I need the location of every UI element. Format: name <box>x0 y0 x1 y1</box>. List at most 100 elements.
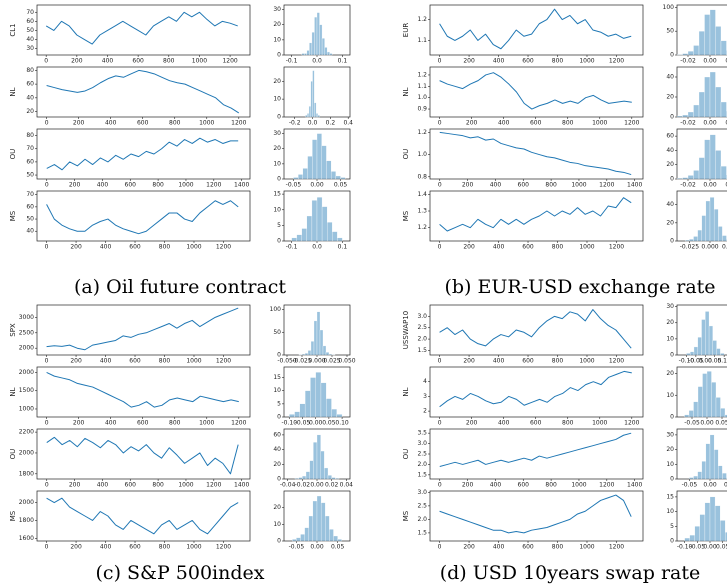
y-tick-label: 0 <box>277 538 281 545</box>
y-axis-label: OU <box>9 149 17 160</box>
x-tick-label: 0 <box>44 58 48 65</box>
x-tick-label: 200 <box>463 544 475 551</box>
histogram-bar <box>709 496 716 542</box>
x-tick-label: 0.02 <box>725 120 727 127</box>
y-tick-label: 20 <box>666 94 674 101</box>
x-tick-label: 0.4 <box>343 120 353 127</box>
y-tick-label: 2500 <box>19 329 34 336</box>
x-tick-label: 0.04 <box>340 482 354 489</box>
y-tick-label: 80 <box>26 132 34 139</box>
x-tick-label: 0.02 <box>325 482 339 489</box>
y-tick-label: 15 <box>273 191 281 198</box>
y-tick-label: 20 <box>666 370 674 377</box>
histogram-bar <box>327 222 333 242</box>
x-tick-label: 0 <box>45 482 49 489</box>
axes-frame <box>429 304 644 356</box>
x-tick-label: 400 <box>493 358 505 365</box>
x-tick-label: 1200 <box>216 544 231 551</box>
y-tick-label: 0 <box>277 176 281 183</box>
histogram-bar <box>316 495 322 542</box>
histogram-bar <box>306 215 313 242</box>
caption: (d) USD 10years swap rate <box>440 562 701 584</box>
histogram-bar <box>308 515 314 542</box>
histogram-bar <box>715 86 722 118</box>
y-tick-label: 30 <box>666 303 674 310</box>
x-tick-label: 0.0 <box>308 120 318 127</box>
x-tick-label: 600 <box>518 182 530 189</box>
y-tick-label: 4 <box>423 378 427 385</box>
y-tick-label: 20 <box>666 446 674 453</box>
x-tick-label: 0.00 <box>703 182 717 189</box>
histogram-bar <box>686 353 691 356</box>
y-axis-label: EUR <box>402 23 410 38</box>
series-line <box>439 8 632 50</box>
series-line <box>439 197 632 232</box>
histogram-bar <box>713 449 719 480</box>
series-line <box>46 436 239 475</box>
x-tick-label: 200 <box>463 244 475 251</box>
y-tick-label: 40 <box>26 228 34 235</box>
y-tick-label: 5 <box>277 222 281 229</box>
histogram-bar <box>310 81 313 118</box>
x-tick-label: -0.05 <box>688 358 704 365</box>
y-tick-label: 1.2 <box>417 71 427 78</box>
y-axis-label: MS <box>402 210 410 221</box>
x-tick-label: 0 <box>45 358 49 365</box>
y-tick-label: 40 <box>666 147 674 154</box>
x-tick-label: 0.00 <box>700 420 714 427</box>
y-tick-label: 1800 <box>19 517 34 524</box>
histogram-bar <box>337 539 342 542</box>
x-tick-label: 0 <box>438 58 442 65</box>
histogram-bar <box>312 500 318 542</box>
histogram-bar <box>325 352 330 356</box>
x-tick-label: 200 <box>462 182 474 189</box>
histogram-bar <box>316 197 323 242</box>
x-tick-label: 1000 <box>579 58 594 65</box>
histogram-bar <box>310 377 316 418</box>
histogram-bar <box>308 106 311 118</box>
series-line <box>46 137 239 171</box>
y-tick-label: 2.5 <box>417 502 427 509</box>
y-axis-label: MS <box>9 510 17 521</box>
x-tick-label: -0.02 <box>295 482 311 489</box>
histogram-bar <box>307 156 313 180</box>
x-tick-label: 400 <box>100 358 112 365</box>
histogram-bar <box>690 351 695 356</box>
y-tick-label: 1.4 <box>417 191 427 198</box>
y-tick-label: 0 <box>670 352 674 359</box>
x-tick-label: 0.05 <box>708 358 722 365</box>
x-tick-label: 0.02 <box>725 58 727 65</box>
axes-frame <box>429 190 644 242</box>
y-axis-label: OU <box>9 449 17 460</box>
x-tick-label: 600 <box>522 244 534 251</box>
x-tick-label: 600 <box>522 544 534 551</box>
y-tick-label: 60 <box>666 133 674 140</box>
x-tick-label: 0.05 <box>715 420 727 427</box>
x-tick-label: 0 <box>438 482 442 489</box>
y-tick-label: 40 <box>26 94 34 101</box>
x-tick-label: 400 <box>498 420 510 427</box>
y-tick-label: 10 <box>273 521 281 528</box>
histogram-bar <box>716 348 721 356</box>
y-tick-label: 20 <box>273 504 281 511</box>
y-tick-label: 60 <box>26 158 34 165</box>
x-tick-label: 600 <box>522 358 534 365</box>
histogram-bar <box>711 382 717 418</box>
y-tick-label: 2.5 <box>417 451 427 458</box>
histogram-bar <box>332 231 338 242</box>
y-tick-label: 1.2 <box>417 129 427 136</box>
x-tick-label: 0 <box>438 420 442 427</box>
x-tick-label: 1000 <box>178 482 193 489</box>
x-tick-label: 0.025 <box>722 244 727 251</box>
y-tick-label: 1.2 <box>417 16 427 23</box>
x-tick-label: 1200 <box>231 420 246 427</box>
histogram-bar <box>316 133 322 180</box>
y-axis-label: OU <box>402 149 410 160</box>
x-tick-label: 0.10 <box>335 420 349 427</box>
y-tick-label: 0 <box>277 352 281 359</box>
y-tick-label: 20 <box>273 461 281 468</box>
x-tick-label: 1000 <box>579 544 594 551</box>
histogram-bar <box>720 165 727 180</box>
y-tick-label: 0 <box>277 238 281 245</box>
y-tick-label: 20 <box>666 319 674 326</box>
